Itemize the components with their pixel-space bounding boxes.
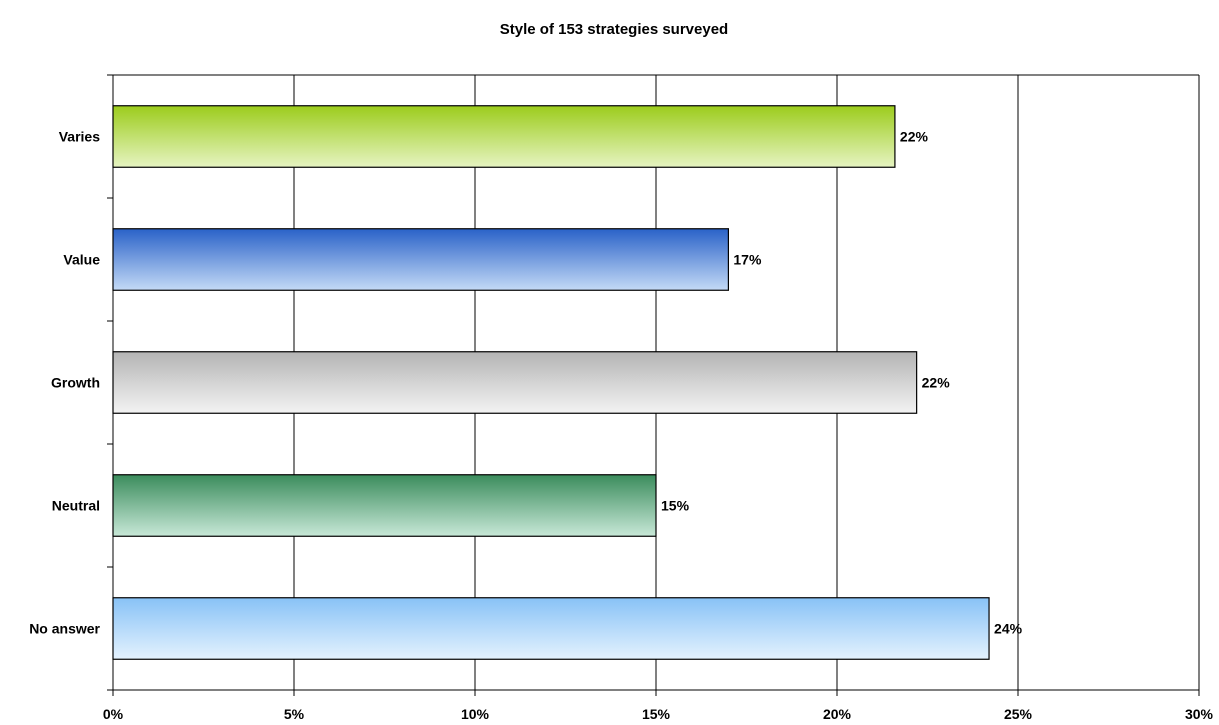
bar-no-answer (112, 597, 990, 660)
category-label: Growth (51, 375, 100, 391)
data-label: 17% (733, 252, 762, 268)
data-label: 22% (900, 129, 929, 145)
data-label: 24% (994, 621, 1023, 637)
x-tick-label: 30% (1185, 706, 1214, 722)
data-label: 22% (922, 375, 951, 391)
x-tick-label: 15% (642, 706, 671, 722)
category-label: Neutral (52, 498, 100, 514)
bar-neutral (112, 474, 657, 537)
category-labels: Varies Value Growth Neutral No answer (29, 129, 100, 637)
x-tick-label: 25% (1004, 706, 1033, 722)
bar-growth (112, 351, 918, 414)
data-labels: 22% 17% 22% 15% 24% (661, 129, 1023, 637)
axes (107, 74, 1200, 696)
category-label: No answer (29, 621, 100, 637)
bar-value (112, 228, 730, 291)
category-label: Value (63, 252, 100, 268)
gridlines (113, 74, 1200, 690)
x-tick-label: 20% (823, 706, 852, 722)
x-tick-labels: 0% 5% 10% 15% 20% 25% 30% (103, 706, 1214, 722)
data-label: 15% (661, 498, 690, 514)
x-tick-label: 5% (284, 706, 305, 722)
x-tick-label: 0% (103, 706, 124, 722)
category-label: Varies (59, 129, 100, 145)
x-tick-label: 10% (461, 706, 490, 722)
bar-varies (112, 105, 896, 168)
bars (112, 105, 990, 660)
chart-title: Style of 153 strategies surveyed (500, 21, 728, 38)
